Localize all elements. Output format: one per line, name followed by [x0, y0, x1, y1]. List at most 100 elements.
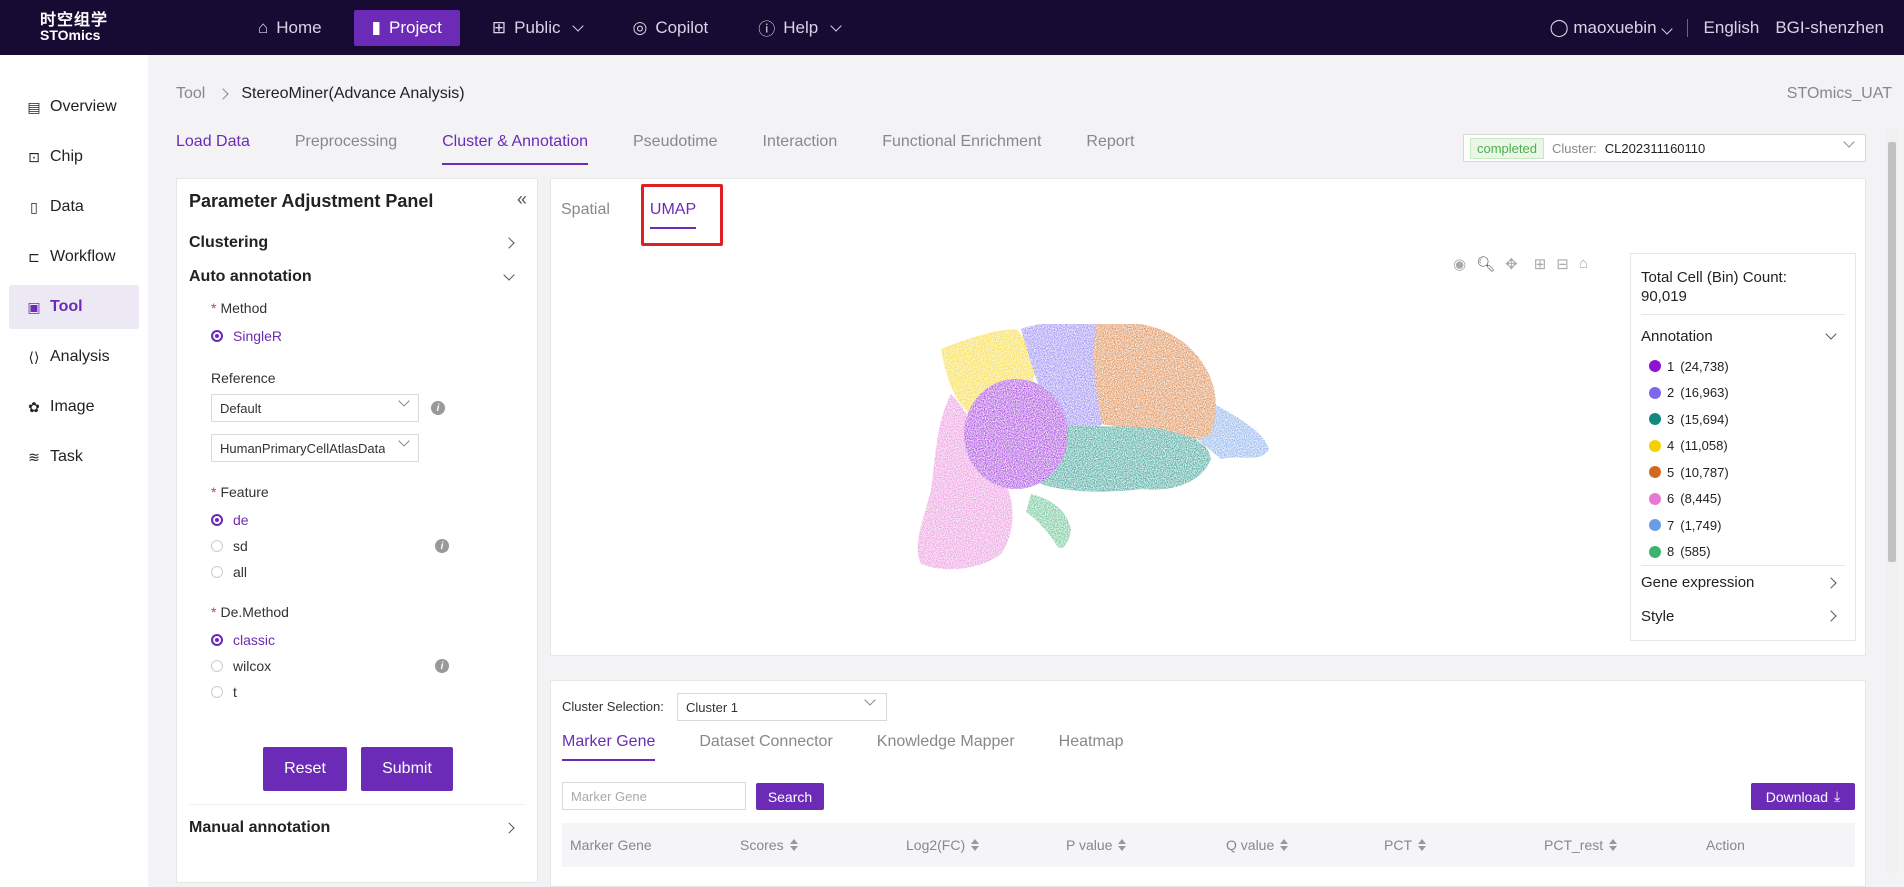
style-toggle[interactable]: Style — [1641, 599, 1845, 633]
table-header: Marker Gene Scores Log2(FC) P value Q va… — [562, 823, 1855, 867]
nav-project[interactable]: ▮ Project — [353, 9, 460, 46]
tab-spatial[interactable]: Spatial — [561, 201, 610, 218]
cluster-selection-select[interactable]: Cluster 1 — [677, 693, 887, 721]
sidebar-item-tool[interactable]: ▣ Tool — [9, 285, 139, 329]
zoom-out-icon[interactable]: ⊟ — [1556, 256, 1569, 273]
legend-label: 8 — [1667, 544, 1675, 560]
reference-select-dataset[interactable]: HumanPrimaryCellAtlasData — [211, 434, 419, 462]
page-scrollbar[interactable] — [1886, 128, 1898, 873]
marker-gene-panel: Cluster Selection: Cluster 1 Marker Gene… — [550, 680, 1866, 887]
tab-knowledge-mapper[interactable]: Knowledge Mapper — [876, 733, 1015, 750]
scrollbar-thumb[interactable] — [1888, 142, 1896, 562]
tab-dataset-connector[interactable]: Dataset Connector — [699, 733, 833, 750]
legend-entry[interactable]: 2 (16,963) — [1641, 380, 1845, 407]
col-pct-rest[interactable]: PCT_rest — [1544, 837, 1618, 853]
legend-entry[interactable]: 1 (24,738) — [1641, 353, 1845, 380]
chevron-down-icon — [1660, 22, 1673, 35]
umap-scatter[interactable] — [891, 324, 1311, 594]
sort-icon — [1609, 839, 1618, 851]
tab-heatmap[interactable]: Heatmap — [1058, 733, 1124, 750]
user-menu[interactable]: ◯ maoxuebin — [1549, 17, 1673, 38]
reference-select-default[interactable]: Default — [211, 394, 419, 422]
legend-entry[interactable]: 6 (8,445) — [1641, 486, 1845, 513]
marker-gene-search-input[interactable] — [562, 782, 746, 810]
col-pvalue[interactable]: P value — [1066, 837, 1127, 853]
chevron-right-icon — [503, 822, 515, 834]
org-switch[interactable]: BGI-shenzhen — [1775, 17, 1884, 37]
download-button[interactable]: Download ⤓ — [1751, 783, 1855, 810]
pan-icon[interactable]: ✥ — [1505, 256, 1518, 273]
camera-icon[interactable]: ◉ — [1453, 256, 1467, 273]
legend-entry[interactable]: 4 (11,058) — [1641, 433, 1845, 460]
radio-feature-de[interactable]: de — [211, 512, 525, 528]
sidebar-item-image[interactable]: ✿ Image — [9, 385, 139, 429]
sidebar-item-task[interactable]: ≋ Task — [9, 435, 139, 479]
chevron-down-icon — [398, 395, 410, 407]
user-icon: ◯ — [1549, 17, 1569, 37]
sidebar-item-workflow[interactable]: ⊏ Workflow — [9, 235, 139, 279]
radio-demethod-t[interactable]: t — [211, 684, 525, 700]
sidebar-item-analysis[interactable]: ⟨⟩ Analysis — [9, 335, 139, 379]
collapse-panel-icon[interactable]: « — [516, 189, 527, 209]
radio-feature-all[interactable]: all — [211, 564, 525, 580]
radio-demethod-classic[interactable]: classic — [211, 632, 525, 648]
legend-entry[interactable]: 3 (15,694) — [1641, 406, 1845, 433]
radio-singler[interactable]: SingleR — [211, 328, 525, 344]
col-log2fc[interactable]: Log2(FC) — [906, 837, 980, 853]
cluster-value: CL202311160110 — [1604, 140, 1706, 156]
zoom-icon[interactable]: 🔍︎ — [1476, 256, 1496, 273]
tab-report[interactable]: Report — [1086, 133, 1135, 150]
legend-entry[interactable]: 7 (1,749) — [1641, 512, 1845, 539]
tab-functional-enrichment[interactable]: Functional Enrichment — [882, 133, 1042, 150]
chevron-down-icon — [503, 269, 515, 281]
nav-copilot[interactable]: ◎ Copilot — [632, 17, 709, 37]
gene-expression-toggle[interactable]: Gene expression — [1641, 565, 1845, 599]
radio-feature-sd[interactable]: sd i — [211, 538, 525, 554]
home-reset-icon[interactable]: ⌂ — [1578, 255, 1588, 272]
zoom-in-icon[interactable]: ⊞ — [1533, 256, 1547, 273]
nav-home[interactable]: ⌂ Home — [258, 17, 322, 37]
tab-pseudotime[interactable]: Pseudotime — [633, 133, 718, 150]
tab-cluster-annotation[interactable]: Cluster & Annotation — [442, 133, 588, 165]
radio-demethod-wilcox[interactable]: wilcox i — [211, 658, 525, 674]
nav-help[interactable]: ⓘ Help — [740, 10, 858, 46]
col-qvalue[interactable]: Q value — [1226, 837, 1289, 853]
section-clustering[interactable]: Clustering — [189, 226, 525, 260]
sidebar-item-chip[interactable]: ⊡ Chip — [9, 135, 139, 179]
section-manual-annotation[interactable]: Manual annotation — [189, 804, 525, 845]
section-auto-annotation[interactable]: Auto annotation — [189, 260, 525, 294]
tab-marker-gene[interactable]: Marker Gene — [562, 733, 656, 761]
info-icon[interactable]: i — [431, 401, 445, 415]
legend-swatch — [1649, 519, 1661, 532]
tab-umap[interactable]: UMAP — [649, 201, 697, 229]
legend-entry[interactable]: 8 (585) — [1641, 539, 1845, 566]
legend-label: 3 — [1667, 411, 1675, 427]
logo[interactable]: 时空组学 STOmics — [0, 12, 145, 42]
tab-preprocessing[interactable]: Preprocessing — [294, 133, 398, 150]
col-pct[interactable]: PCT — [1384, 837, 1426, 853]
sidebar-item-data[interactable]: ▯ Data — [9, 185, 139, 229]
legend-swatch — [1649, 360, 1661, 373]
cluster-8-region — [1026, 494, 1071, 549]
legend-swatch — [1649, 545, 1661, 558]
reset-button[interactable]: Reset — [263, 747, 347, 791]
col-scores[interactable]: Scores — [740, 837, 798, 853]
language-switch[interactable]: English — [1703, 17, 1760, 37]
breadcrumb-root[interactable]: Tool — [176, 85, 206, 102]
info-icon[interactable]: i — [435, 659, 449, 673]
cluster-3-region — [1036, 422, 1211, 492]
nav-public[interactable]: ⊞ Public — [474, 10, 601, 46]
info-icon[interactable]: i — [435, 539, 449, 553]
chevron-down-icon — [1825, 328, 1837, 340]
cluster-run-select[interactable]: completed Cluster: CL202311160110 — [1463, 134, 1866, 162]
tab-load-data[interactable]: Load Data — [176, 133, 250, 150]
radio-dot — [211, 660, 223, 672]
search-button[interactable]: Search — [756, 783, 824, 810]
submit-button[interactable]: Submit — [361, 747, 453, 791]
legend-entry[interactable]: 5 (10,787) — [1641, 459, 1845, 486]
chip-icon: ⊡ — [28, 148, 40, 165]
tab-interaction[interactable]: Interaction — [762, 133, 838, 150]
chevron-down-icon — [830, 19, 842, 32]
annotation-toggle[interactable]: Annotation — [1641, 319, 1845, 353]
sidebar-item-overview[interactable]: ▤ Overview — [27, 98, 117, 115]
